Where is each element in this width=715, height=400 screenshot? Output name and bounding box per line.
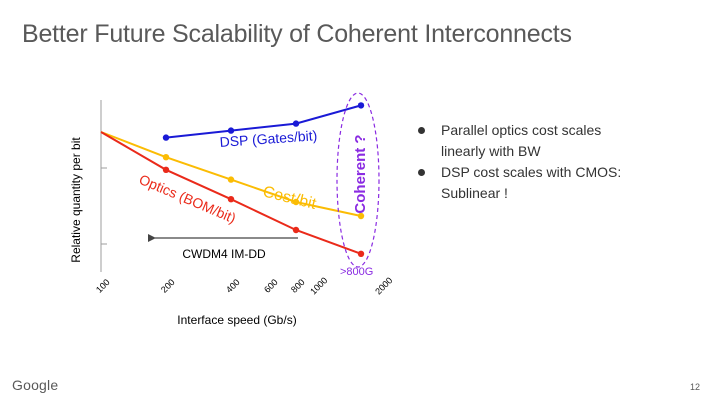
dsp-data-point [292,120,300,127]
series-layer [100,102,365,257]
coherent-label: Coherent ? [352,134,369,213]
dsp-data-point [162,134,170,141]
cost-data-point [357,212,365,220]
dsp-data-point [227,127,235,134]
x-tick-label: 800 [289,277,307,295]
slide-title: Better Future Scalability of Coherent In… [22,20,572,48]
dsp-series-line [165,104,362,139]
bullet-text-line: Parallel optics cost scales [441,122,602,138]
x-axis-label: Interface speed (Gb/s) [177,313,296,327]
optics-series-line [100,131,362,255]
x-tick-label: 400 [224,277,242,295]
bullet-dot-icon [418,169,425,176]
optics-data-point [357,250,365,257]
x-tick-label: 1000 [308,275,329,296]
cost-data-point [227,176,235,183]
dsp-series-label: DSP (Gates/bit) [219,127,318,150]
google-logo: Google [12,377,59,393]
bullet-item: Parallel optics cost scales linearly wit… [418,120,708,162]
optics-data-point [292,226,300,234]
dsp-data-point [357,102,365,109]
y-axis-label: Relative quantity per bit [69,137,83,263]
optics-data-point [162,166,170,173]
bullet-dot-icon [418,127,425,134]
x-tick-label: 200 [159,277,177,295]
bullet-text-line: DSP cost scales with CMOS: [441,164,622,180]
x-tick-label: 100 [94,277,112,295]
optics-data-point [227,196,235,203]
bullet-text-line: linearly with BW [441,143,541,159]
bullet-text-line: Sublinear ! [441,185,508,201]
cwdm4-label: CWDM4 IM-DD [182,247,266,261]
page-number: 12 [689,382,700,392]
x-tick-label: 600 [262,277,280,295]
x-tick-label: 2000 [373,275,394,296]
bullet-list: Parallel optics cost scales linearly wit… [418,120,708,204]
cost-data-point [162,154,170,161]
cost-data-point [292,198,300,206]
coherent-region-ellipse [336,92,380,268]
cost-series-label: Cost/bit [261,183,318,213]
bullet-item: DSP cost scales with CMOS: Sublinear ! [418,162,708,204]
x-tick-labels: 100 200 400 600 800 1000 2000 [94,275,394,296]
over-800g-label: >800G [340,266,373,278]
